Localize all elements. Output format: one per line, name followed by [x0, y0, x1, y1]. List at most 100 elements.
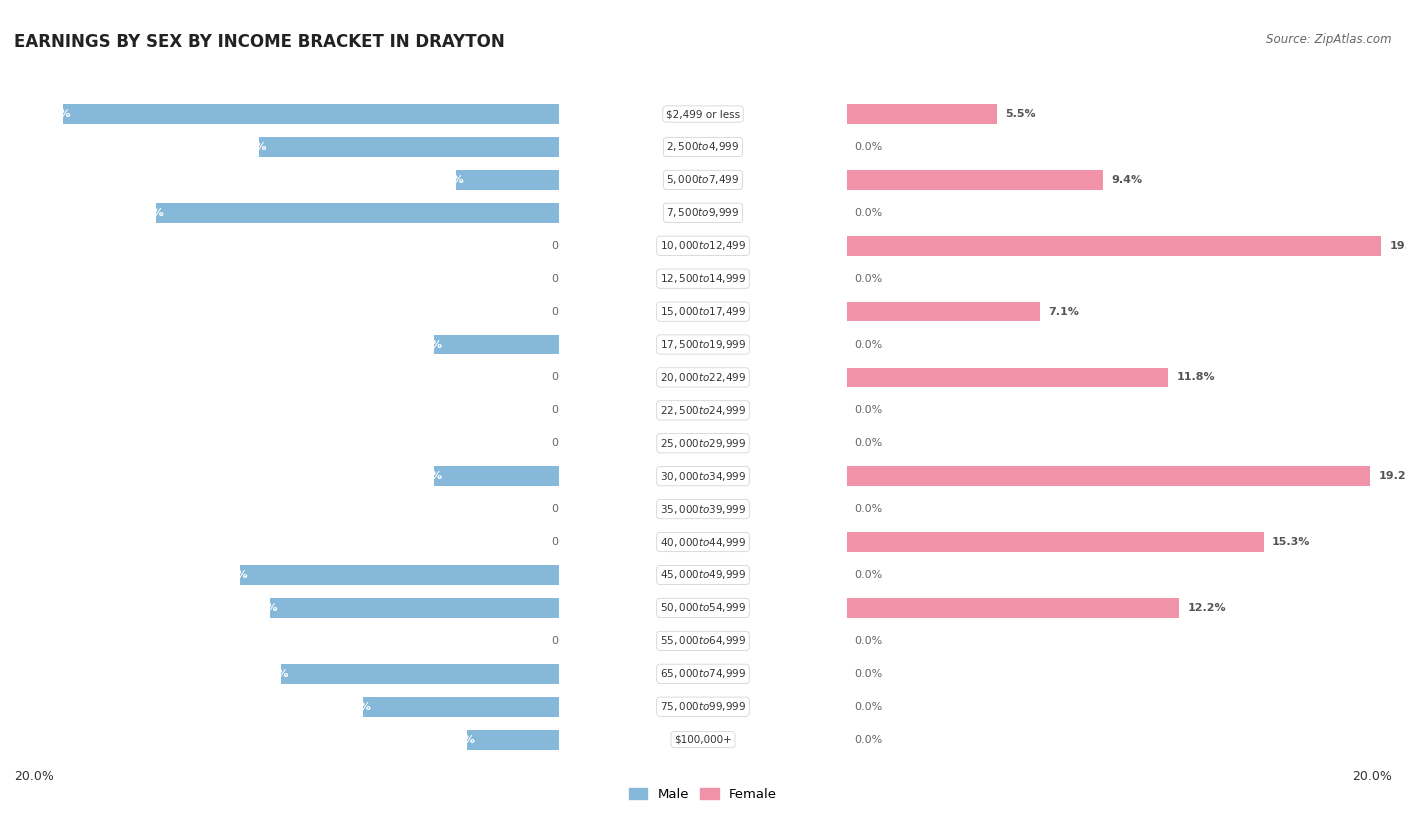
Bar [560, 624, 1406, 657]
Text: 0.0%: 0.0% [855, 570, 883, 580]
Text: 18.2%: 18.2% [32, 109, 72, 119]
Bar [0, 361, 560, 394]
Bar [560, 394, 1406, 427]
Text: 19.2%: 19.2% [1378, 472, 1406, 481]
Bar [0, 130, 560, 163]
Bar [846, 367, 1168, 387]
Bar [560, 493, 1406, 526]
Bar [560, 263, 1406, 295]
Bar [0, 263, 846, 295]
Text: $100,000+: $100,000+ [673, 735, 733, 745]
Text: 0.0%: 0.0% [855, 636, 883, 646]
Bar [0, 493, 846, 526]
Text: 7.2%: 7.2% [340, 702, 371, 711]
Text: 7.1%: 7.1% [1049, 307, 1080, 316]
Text: $40,000 to $44,999: $40,000 to $44,999 [659, 536, 747, 549]
Bar [467, 730, 560, 750]
Bar [63, 104, 560, 124]
Bar [0, 690, 846, 724]
Bar [560, 361, 1406, 394]
Text: $65,000 to $74,999: $65,000 to $74,999 [659, 667, 747, 680]
Bar [0, 526, 560, 559]
Bar [0, 163, 560, 197]
Bar [560, 427, 1406, 460]
Text: 0.0%: 0.0% [551, 504, 579, 514]
Bar [434, 467, 560, 486]
Bar [0, 229, 560, 263]
Bar [560, 690, 1406, 724]
Text: 12.2%: 12.2% [1188, 603, 1226, 613]
Bar [270, 598, 560, 618]
Bar [560, 328, 1406, 361]
Bar [0, 724, 560, 756]
Bar [0, 460, 560, 493]
Bar [560, 724, 1406, 756]
Bar [0, 197, 846, 229]
Text: $35,000 to $39,999: $35,000 to $39,999 [659, 502, 747, 515]
Text: 9.4%: 9.4% [1111, 175, 1142, 185]
Bar [0, 657, 560, 690]
Bar [0, 624, 846, 657]
Bar [0, 263, 560, 295]
Text: $25,000 to $29,999: $25,000 to $29,999 [659, 437, 747, 450]
Bar [0, 460, 846, 493]
Text: $30,000 to $34,999: $30,000 to $34,999 [659, 470, 747, 483]
Text: 0.0%: 0.0% [855, 504, 883, 514]
Text: 0.0%: 0.0% [551, 372, 579, 382]
Bar [846, 533, 1264, 552]
Text: $22,500 to $24,999: $22,500 to $24,999 [659, 404, 747, 417]
Text: 10.6%: 10.6% [240, 603, 278, 613]
Bar [0, 592, 560, 624]
Text: 5.5%: 5.5% [1005, 109, 1035, 119]
Bar [260, 137, 560, 157]
Bar [560, 526, 1406, 559]
Bar [434, 335, 560, 354]
Text: $75,000 to $99,999: $75,000 to $99,999 [659, 700, 747, 713]
Bar [240, 565, 560, 585]
Text: 0.0%: 0.0% [855, 340, 883, 350]
Bar [0, 493, 560, 526]
Text: 0.0%: 0.0% [855, 735, 883, 745]
Text: $20,000 to $22,499: $20,000 to $22,499 [659, 371, 747, 384]
Bar [560, 163, 1406, 197]
Text: 14.8%: 14.8% [125, 208, 165, 218]
Bar [0, 163, 846, 197]
Text: 11.7%: 11.7% [209, 570, 249, 580]
Bar [560, 592, 1406, 624]
Bar [0, 657, 846, 690]
Bar [156, 203, 560, 223]
Bar [560, 295, 1406, 328]
Text: 15.3%: 15.3% [1272, 537, 1310, 547]
Bar [560, 197, 1406, 229]
Text: 3.4%: 3.4% [444, 735, 475, 745]
Bar [0, 361, 846, 394]
Text: 0.0%: 0.0% [855, 669, 883, 679]
Text: 3.8%: 3.8% [433, 175, 464, 185]
Text: $15,000 to $17,499: $15,000 to $17,499 [659, 305, 747, 318]
Legend: Male, Female: Male, Female [624, 783, 782, 806]
Text: $5,000 to $7,499: $5,000 to $7,499 [666, 173, 740, 186]
Bar [846, 598, 1180, 618]
Text: Source: ZipAtlas.com: Source: ZipAtlas.com [1267, 33, 1392, 46]
Bar [560, 559, 1406, 592]
Bar [0, 427, 560, 460]
Bar [846, 467, 1369, 486]
Text: 11.8%: 11.8% [1177, 372, 1215, 382]
Text: 0.0%: 0.0% [855, 438, 883, 448]
Bar [0, 229, 846, 263]
Text: $50,000 to $54,999: $50,000 to $54,999 [659, 602, 747, 615]
Text: $7,500 to $9,999: $7,500 to $9,999 [666, 207, 740, 220]
Bar [456, 170, 560, 189]
Bar [560, 460, 1406, 493]
Bar [0, 328, 846, 361]
Bar [0, 130, 846, 163]
Text: $2,499 or less: $2,499 or less [666, 109, 740, 119]
Bar [560, 98, 1406, 131]
Bar [363, 697, 560, 716]
Bar [560, 657, 1406, 690]
Bar [846, 236, 1381, 255]
Bar [0, 98, 560, 131]
Text: $17,500 to $19,999: $17,500 to $19,999 [659, 338, 747, 351]
Bar [0, 98, 846, 131]
Text: $55,000 to $64,999: $55,000 to $64,999 [659, 634, 747, 647]
